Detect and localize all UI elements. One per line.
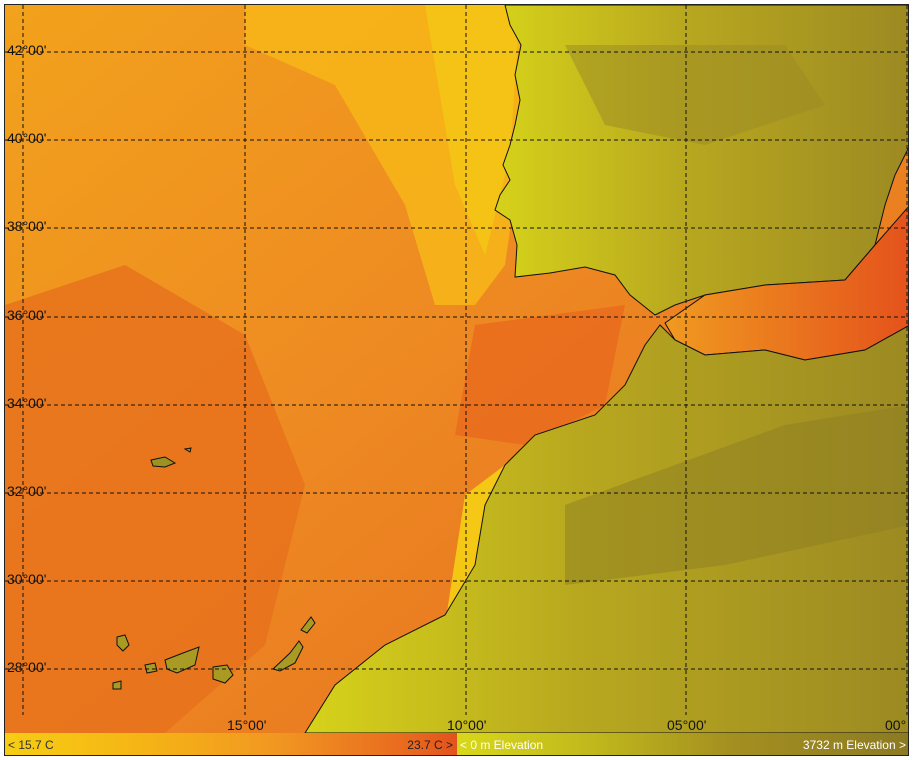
- elevation-max-label: 3732 m Elevation >: [802, 738, 906, 752]
- graticule: [5, 5, 908, 715]
- lat-label-32: 32°00': [7, 483, 47, 499]
- el-hierro-island: [112, 680, 122, 690]
- map-canvas: [5, 5, 908, 733]
- lat-label-40: 40°00': [7, 130, 47, 146]
- lon-label-15: 15°00': [227, 717, 267, 733]
- la-gomera-island: [144, 662, 158, 674]
- porto-santo-island: [183, 447, 192, 453]
- elevation-colorbar: < 0 m Elevation 3732 m Elevation >: [457, 733, 908, 755]
- cool-water-coast: [425, 5, 520, 255]
- lat-label-28: 28°00': [7, 659, 47, 675]
- warm-water-gulf: [455, 305, 625, 445]
- lat-label-38: 38°00': [7, 218, 47, 234]
- lon-label-05: 05°00': [667, 717, 707, 733]
- map-frame: 42°00' 40°00' 38°00' 36°00' 34°00' 32°00…: [4, 4, 909, 756]
- atlas-mountains: [565, 405, 908, 585]
- la-palma-island: [116, 634, 130, 652]
- lat-label-34: 34°00': [7, 395, 47, 411]
- sst-max-label: 23.7 C >: [407, 738, 453, 752]
- sst-min-label: < 15.7 C: [8, 738, 54, 752]
- lat-label-36: 36°00': [7, 307, 47, 323]
- madeira-island: [150, 456, 177, 468]
- iberian-highlands: [565, 45, 825, 145]
- lon-label-10: 10°00': [447, 717, 487, 733]
- lat-label-42: 42°00': [7, 42, 47, 58]
- lon-label-00: 00°: [885, 717, 907, 733]
- fuerteventura-island: [272, 640, 304, 672]
- sst-colorbar: < 15.7 C 23.7 C >: [5, 733, 457, 755]
- elevation-min-label: < 0 m Elevation: [460, 738, 544, 752]
- lanzarote-island: [300, 616, 316, 634]
- warm-water-southwest: [5, 265, 305, 733]
- legend-bar: < 15.7 C 23.7 C > < 0 m Elevation 3732 m…: [5, 733, 908, 755]
- lat-label-30: 30°00': [7, 571, 47, 587]
- sea-surface-temperature-map[interactable]: 42°00' 40°00' 38°00' 36°00' 34°00' 32°00…: [5, 5, 908, 733]
